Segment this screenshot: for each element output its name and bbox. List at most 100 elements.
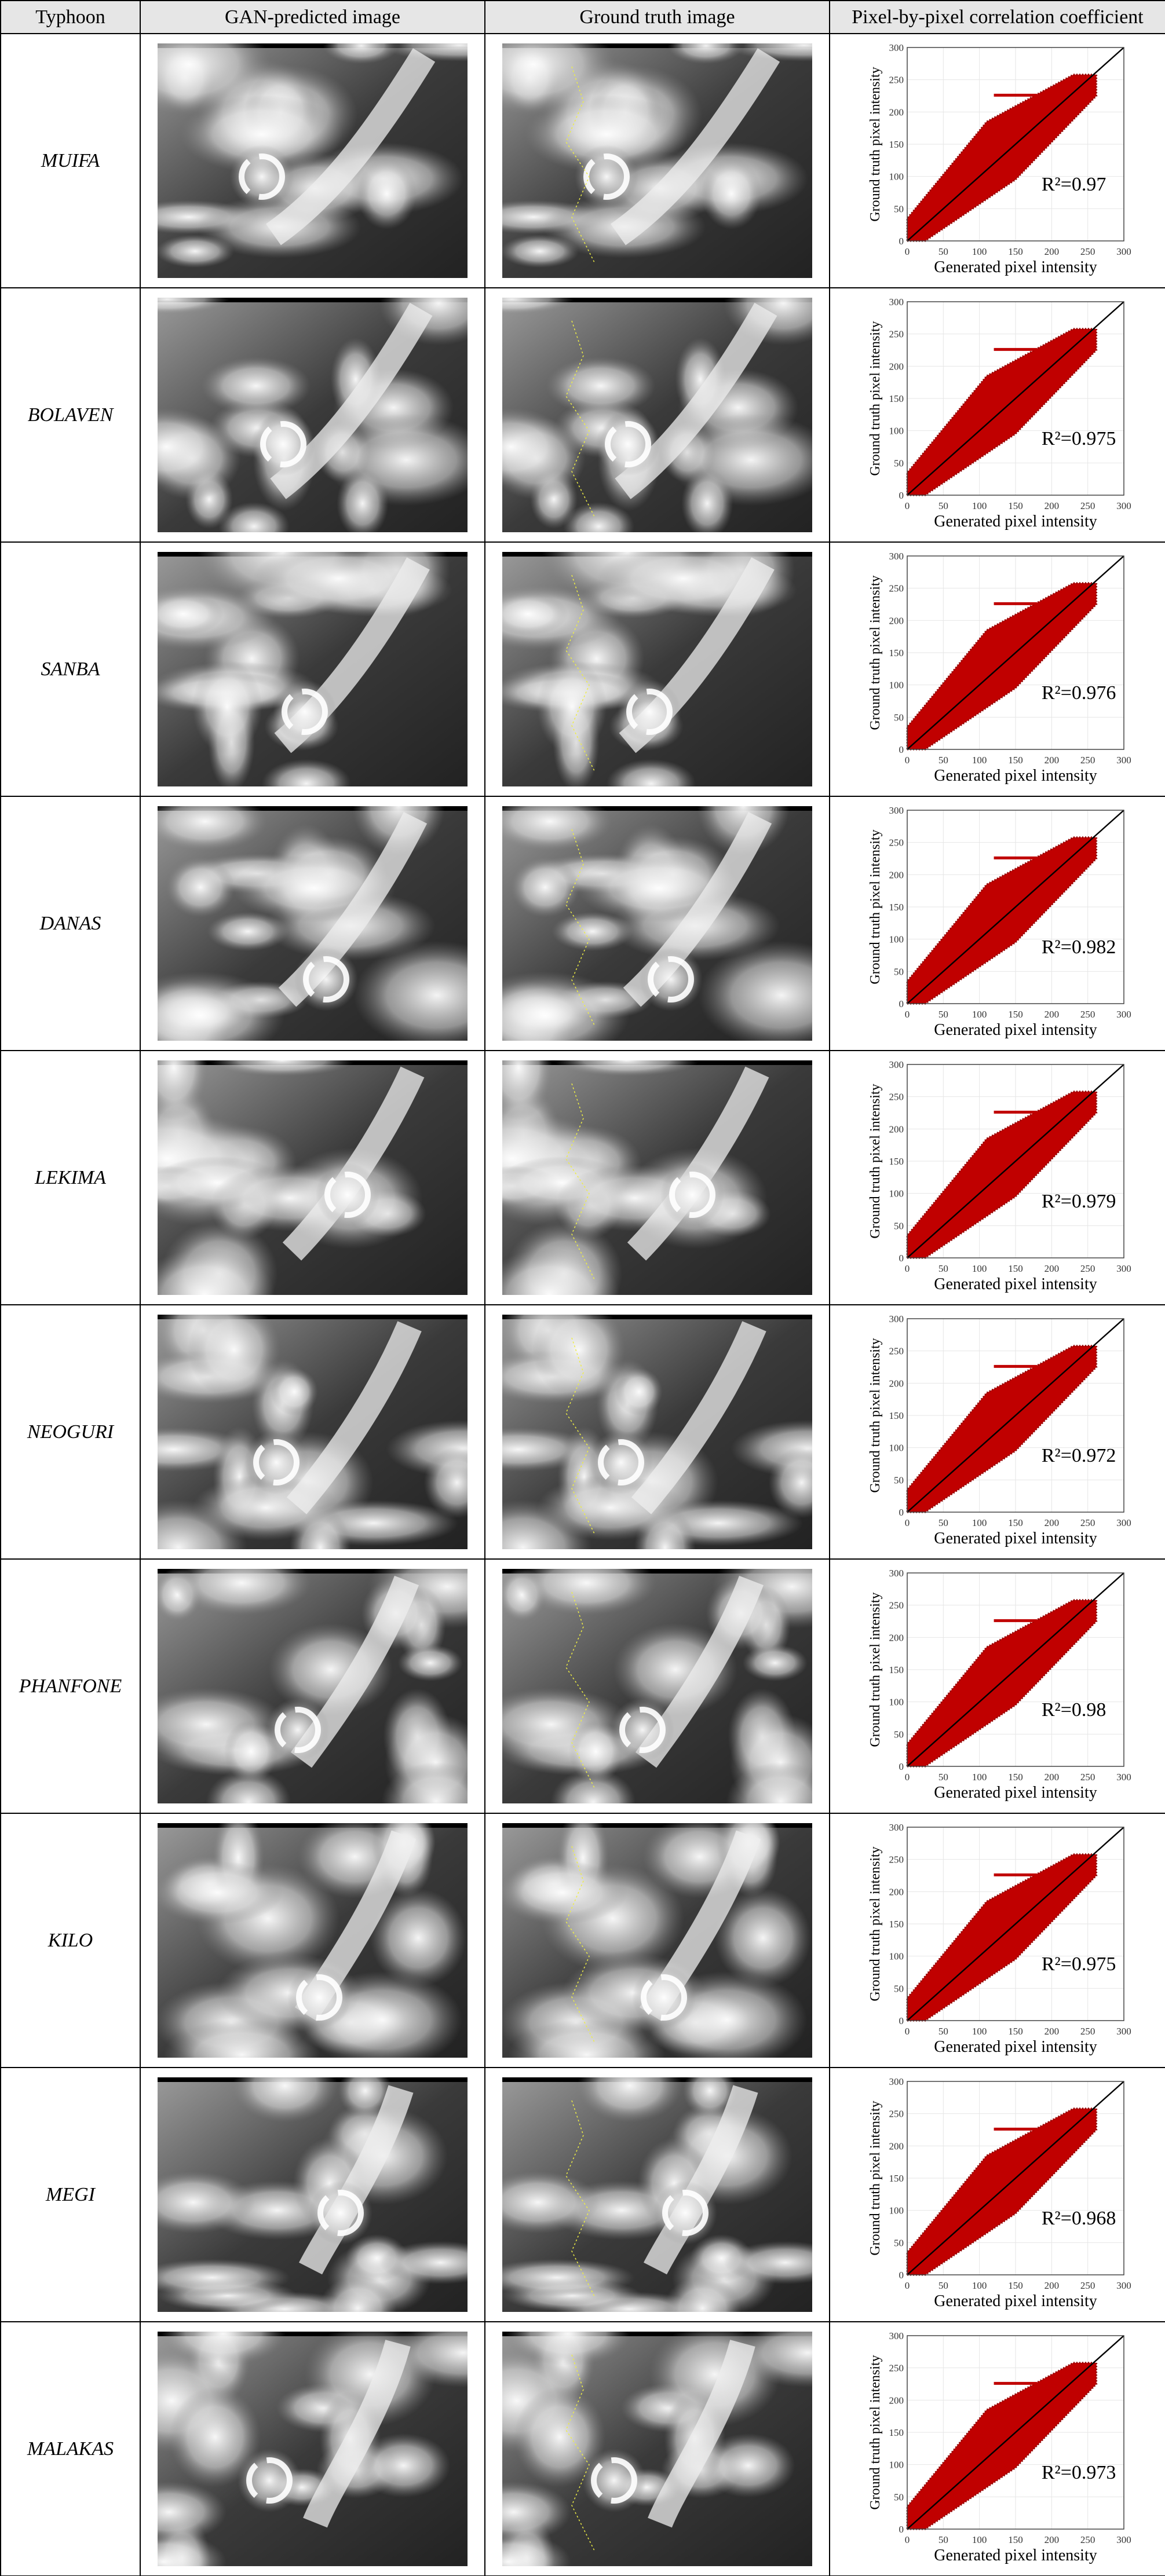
r2-label: R²=0.97 — [1042, 174, 1106, 195]
y-axis-label: Ground truth pixel intensity — [868, 2355, 883, 2509]
gan-image — [158, 1569, 468, 1803]
cloud — [188, 1315, 280, 1399]
typhoon-spiral — [239, 153, 285, 200]
y-tick-label: 200 — [889, 361, 904, 372]
y-tick-label: 150 — [889, 1156, 904, 1167]
image-top-bar — [158, 2332, 468, 2336]
image-top-bar — [158, 1315, 468, 1319]
y-tick-label: 0 — [899, 1253, 904, 1264]
gan-image-cell — [140, 1813, 485, 2068]
plot-border — [907, 1318, 1124, 1513]
plot-cell: 0 50 100 150 200 250 300 0 50 100 150 200 250 300 R²=0… — [829, 1304, 1165, 1560]
y-tick-label: 300 — [889, 1313, 904, 1324]
cloud — [169, 2387, 261, 2487]
y-tick-label: 100 — [889, 1951, 904, 1962]
y-axis-label: Ground truth pixel intensity — [868, 2101, 883, 2255]
cloud — [502, 1060, 553, 1121]
table-row: NEOGURI 0 50 100 150 200 250 300 0 50 100 150 200 250… — [0, 1304, 1165, 1560]
cloud — [158, 298, 229, 314]
identity-line — [907, 301, 1124, 496]
ground-truth-cell — [484, 287, 830, 543]
identity-line — [907, 1827, 1124, 2021]
x-tick-label: 50 — [938, 500, 948, 511]
y-tick-label: 250 — [889, 1854, 904, 1865]
cloud — [663, 2275, 742, 2312]
column-header: GAN-predicted image — [140, 0, 485, 34]
cloud — [261, 759, 352, 786]
x-axis-label: Generated pixel intensity — [934, 258, 1097, 276]
gan-image — [158, 298, 468, 532]
x-axis-label: Generated pixel intensity — [934, 1529, 1097, 1547]
x-tick-label: 300 — [1116, 1263, 1131, 1274]
y-tick-label: 150 — [889, 2173, 904, 2184]
plot-cell: 0 50 100 150 200 250 300 0 50 100 150 200 250 300 R²=0… — [829, 33, 1165, 288]
ground-truth-image — [502, 2077, 812, 2312]
x-tick-label: 0 — [905, 1772, 910, 1783]
cloud-band — [266, 48, 436, 246]
y-tick-label: 300 — [889, 2330, 904, 2341]
cloud — [158, 971, 285, 1041]
cloud — [158, 2481, 227, 2543]
cloud-band — [648, 2340, 755, 2528]
image-top-bar — [502, 298, 812, 302]
cloud — [577, 2077, 682, 2123]
x-axis-label: Generated pixel intensity — [934, 1021, 1097, 1039]
cloud — [370, 1889, 466, 1988]
table-row: MEGI 0 50 100 150 200 250 300 0 50 100 150 200 250 300… — [0, 2067, 1165, 2322]
cloud — [166, 857, 235, 917]
identity-line — [907, 2335, 1124, 2530]
cloud — [698, 941, 812, 1041]
plot-border — [907, 2081, 1124, 2275]
gan-image — [158, 1823, 468, 2058]
y-tick-label: 50 — [894, 1729, 904, 1740]
y-tick-label: 200 — [889, 1886, 904, 1897]
cloud — [724, 2241, 812, 2285]
cloud — [356, 2433, 451, 2498]
coastline — [565, 320, 596, 518]
cloud — [158, 1861, 283, 1924]
y-tick-label: 0 — [899, 490, 904, 501]
cloud — [568, 1719, 623, 1783]
cloud — [201, 357, 311, 415]
y-tick-label: 300 — [889, 2076, 904, 2087]
cloud — [597, 552, 769, 613]
x-tick-label: 100 — [972, 1009, 987, 1020]
gan-image-cell — [140, 2067, 485, 2322]
cloud — [502, 408, 571, 486]
cloud — [232, 2077, 338, 2123]
typhoon-spiral — [317, 2190, 364, 2236]
cloud — [323, 43, 400, 64]
plot-cell: 0 50 100 150 200 250 300 0 50 100 150 200 250 300 R²=0… — [829, 2321, 1165, 2576]
typhoon-spiral — [626, 689, 673, 735]
typhoon-spiral — [275, 1707, 321, 1753]
y-tick-label: 0 — [899, 2270, 904, 2281]
y-tick-label: 50 — [894, 2491, 904, 2502]
typhoon-spiral — [303, 956, 349, 1002]
cloud — [532, 1315, 625, 1399]
scatter-plot: 0 50 100 150 200 250 300 0 50 100 150 200 250 300 R²=0… — [868, 1822, 1131, 2056]
table-row: BOLAVEN 0 50 100 150 200 250 300 0 50 100 150 200 250… — [0, 287, 1165, 543]
typhoon-spiral — [296, 1974, 342, 2021]
x-axis-label: Generated pixel intensity — [934, 2038, 1097, 2056]
ground-truth-cell — [484, 2321, 830, 2576]
x-tick-label: 0 — [905, 1009, 910, 1020]
y-tick-label: 50 — [894, 458, 904, 469]
x-tick-label: 200 — [1045, 1263, 1060, 1274]
scatter-plot: 0 50 100 150 200 250 300 0 50 100 150 200 250 300 R²=0… — [868, 1059, 1131, 1293]
y-tick-label: 300 — [889, 42, 904, 53]
image-top-bar — [158, 298, 468, 302]
ground-truth-image — [502, 806, 812, 1041]
y-tick-label: 100 — [889, 1443, 904, 1454]
identity-line — [907, 47, 1124, 241]
plot-border — [907, 1064, 1124, 1258]
identity-line — [907, 1318, 1124, 1513]
image-top-bar — [158, 806, 468, 811]
plot-cell: 0 50 100 150 200 250 300 0 50 100 150 200 250 300 R²=0… — [829, 287, 1165, 543]
typhoon-spiral — [282, 689, 328, 735]
cloud — [381, 43, 468, 62]
r2-label: R²=0.975 — [1042, 1953, 1116, 1975]
typhoon-spiral — [605, 421, 651, 467]
cloud — [667, 43, 744, 64]
cloud — [158, 408, 226, 486]
